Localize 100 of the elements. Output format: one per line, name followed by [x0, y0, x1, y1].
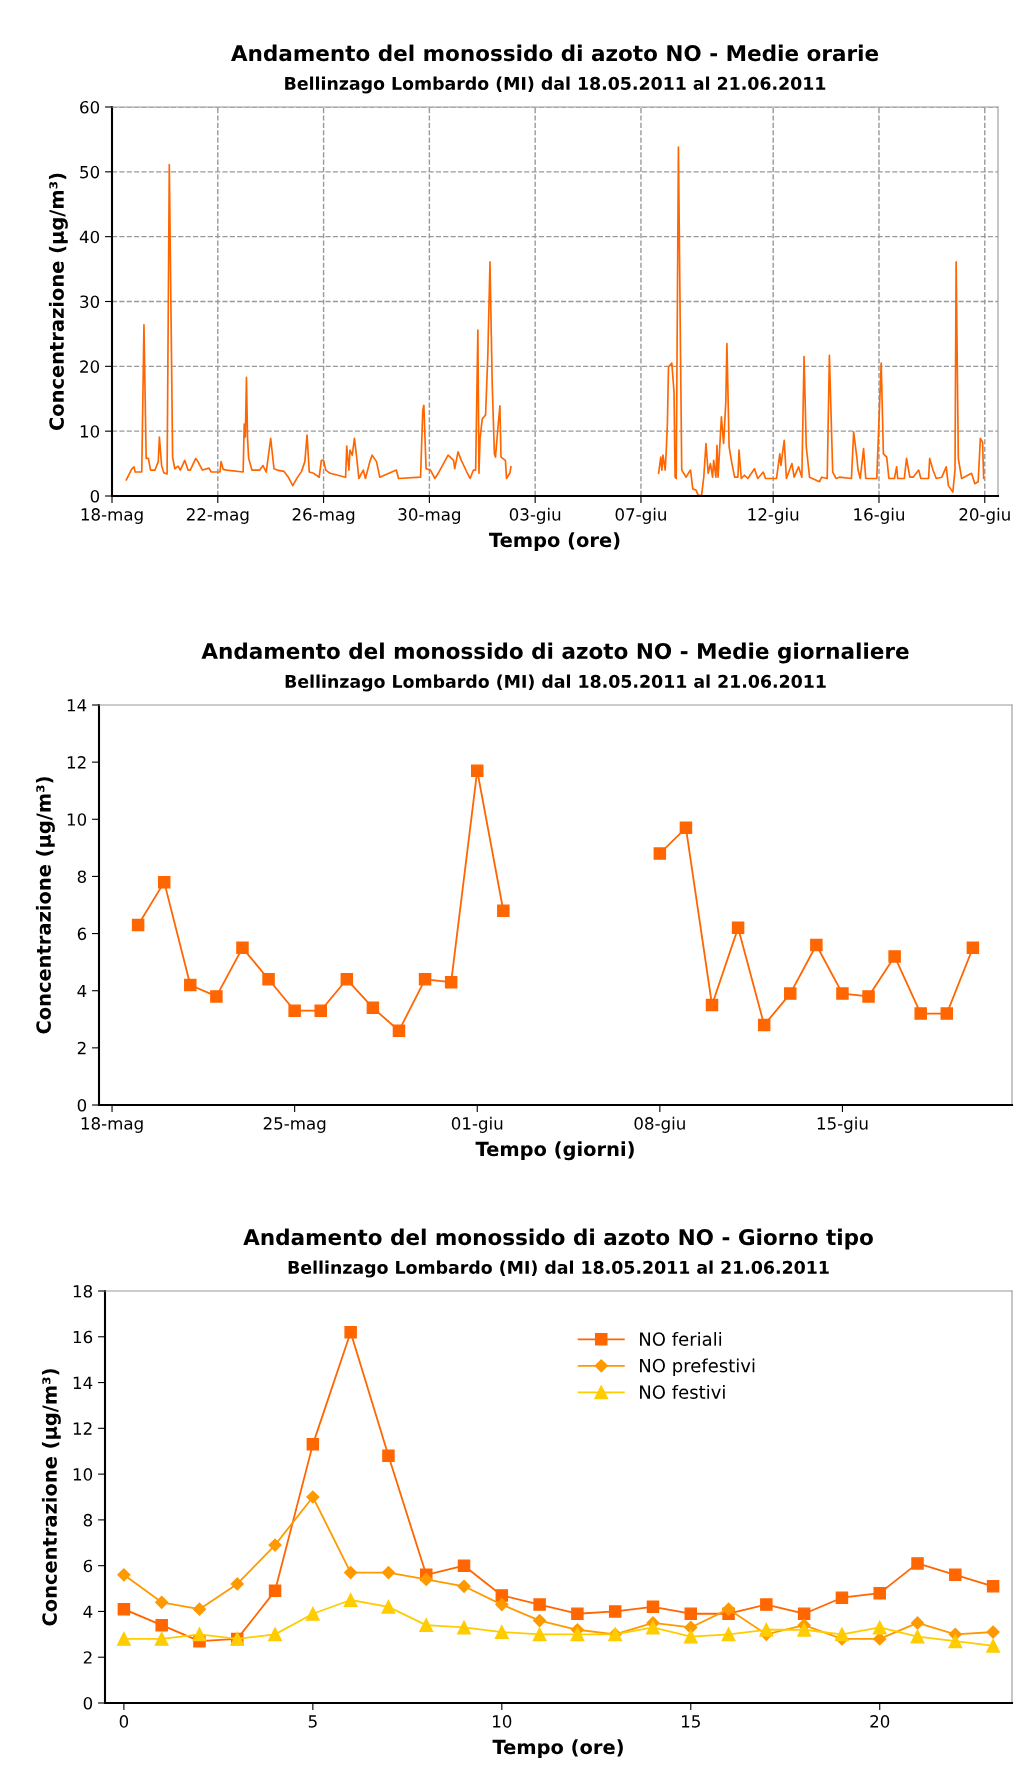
- point: [340, 973, 354, 986]
- legend-label: NO prefestivi: [640, 1358, 755, 1376]
- point: [797, 1607, 811, 1620]
- point: [236, 941, 249, 955]
- x-tick-label: 16-giu: [854, 507, 904, 524]
- x-tick-label: 12-giu: [748, 507, 799, 524]
- x-tick-label: 15: [682, 1715, 700, 1728]
- point: [731, 921, 745, 935]
- x-tick-label: 18-mag: [81, 1117, 143, 1133]
- x-tick-label: 25-mag: [263, 1117, 326, 1133]
- point: [155, 1595, 169, 1609]
- point: [382, 1449, 395, 1463]
- chart-subtitle: Bellinzago Lombardo (MI) dal 18.05.2011 al 21.06.2011: [285, 76, 826, 94]
- point: [966, 941, 980, 955]
- chart-title: Andamento del monossido di azoto NO - Giorno tipo: [243, 1228, 873, 1250]
- x-tick-label: 03-giu: [509, 507, 561, 524]
- x-tick-label: 20-giu: [959, 507, 1010, 524]
- point: [986, 1580, 1000, 1593]
- point: [705, 998, 719, 1012]
- point: [940, 1007, 954, 1020]
- point: [344, 1325, 357, 1339]
- y-axis-title: Concentrazione (µg/m³): [41, 1369, 61, 1626]
- point: [157, 875, 171, 889]
- point: [314, 1004, 327, 1017]
- point: [419, 1618, 434, 1633]
- point: [381, 1565, 396, 1580]
- point: [305, 1606, 320, 1621]
- y-tick-label: 20: [80, 360, 100, 373]
- point: [288, 1004, 301, 1017]
- point: [873, 1586, 886, 1600]
- point: [888, 950, 901, 963]
- point: [532, 1627, 547, 1642]
- point: [948, 1634, 963, 1649]
- point: [910, 1616, 925, 1630]
- point: [683, 1629, 698, 1644]
- point: [210, 990, 223, 1003]
- y-tick-label: 4: [83, 1605, 93, 1618]
- point: [608, 1605, 622, 1618]
- point: [910, 1629, 925, 1644]
- point: [911, 1557, 924, 1570]
- point: [862, 990, 875, 1003]
- y-tick-label: 8: [77, 870, 87, 883]
- point: [721, 1602, 736, 1616]
- point: [155, 1618, 168, 1632]
- point: [533, 1598, 546, 1611]
- x-tick-label: 08-giu: [634, 1116, 685, 1133]
- point: [154, 1631, 169, 1646]
- point: [192, 1602, 207, 1616]
- y-tick-label: 14: [67, 699, 87, 712]
- point: [418, 973, 432, 986]
- point: [457, 1620, 471, 1635]
- point: [835, 1591, 849, 1604]
- point: [268, 1538, 282, 1552]
- x-tick-label: 15-giu: [817, 1116, 868, 1133]
- x-tick-label: 5: [308, 1715, 317, 1728]
- point: [721, 1627, 736, 1642]
- point: [444, 975, 458, 989]
- y-axis-title: Concentrazione (µg/m³): [35, 777, 55, 1034]
- y-tick-label: 8: [83, 1513, 93, 1527]
- point: [986, 1625, 1000, 1639]
- point: [679, 821, 693, 835]
- y-tick-label: 6: [83, 1559, 93, 1573]
- x-tick-label: 07-giu: [615, 507, 666, 524]
- y-tick-label: 10: [73, 1468, 93, 1481]
- y-tick-label: 10: [80, 425, 100, 438]
- point: [116, 1631, 131, 1646]
- point: [495, 1597, 509, 1612]
- y-axis-title: Concentrazione (µg/m³): [48, 173, 68, 431]
- point: [533, 1614, 547, 1628]
- y-tick-label: 6: [77, 927, 87, 941]
- point: [344, 1565, 358, 1580]
- point: [914, 1007, 927, 1020]
- y-tick-label: 0: [83, 1696, 93, 1710]
- point: [457, 1579, 471, 1593]
- x-tick-label: 0: [119, 1715, 129, 1728]
- point: [571, 1607, 584, 1620]
- point: [986, 1638, 1001, 1653]
- y-tick-label: 30: [80, 295, 100, 309]
- point: [810, 938, 823, 952]
- y-tick-label: 18: [73, 1284, 93, 1298]
- point: [684, 1620, 698, 1635]
- point: [757, 1018, 771, 1032]
- y-tick-label: 2: [83, 1651, 92, 1664]
- y-tick-label: 4: [77, 984, 87, 998]
- point: [834, 1627, 849, 1642]
- y-tick-label: 14: [73, 1376, 93, 1389]
- point: [653, 847, 667, 860]
- point: [836, 987, 849, 1000]
- y-tick-label: 50: [80, 165, 100, 179]
- point: [262, 973, 275, 986]
- point: [343, 1593, 358, 1607]
- point: [392, 1024, 406, 1037]
- point: [760, 1598, 773, 1611]
- y-tick-label: 12: [67, 756, 86, 769]
- point: [230, 1577, 244, 1591]
- x-tick-label: 18-mag: [81, 508, 143, 524]
- point: [117, 1602, 131, 1616]
- x-axis-title: Tempo (ore): [489, 532, 620, 552]
- x-axis-title: Tempo (ore): [492, 1739, 623, 1759]
- point: [192, 1627, 207, 1642]
